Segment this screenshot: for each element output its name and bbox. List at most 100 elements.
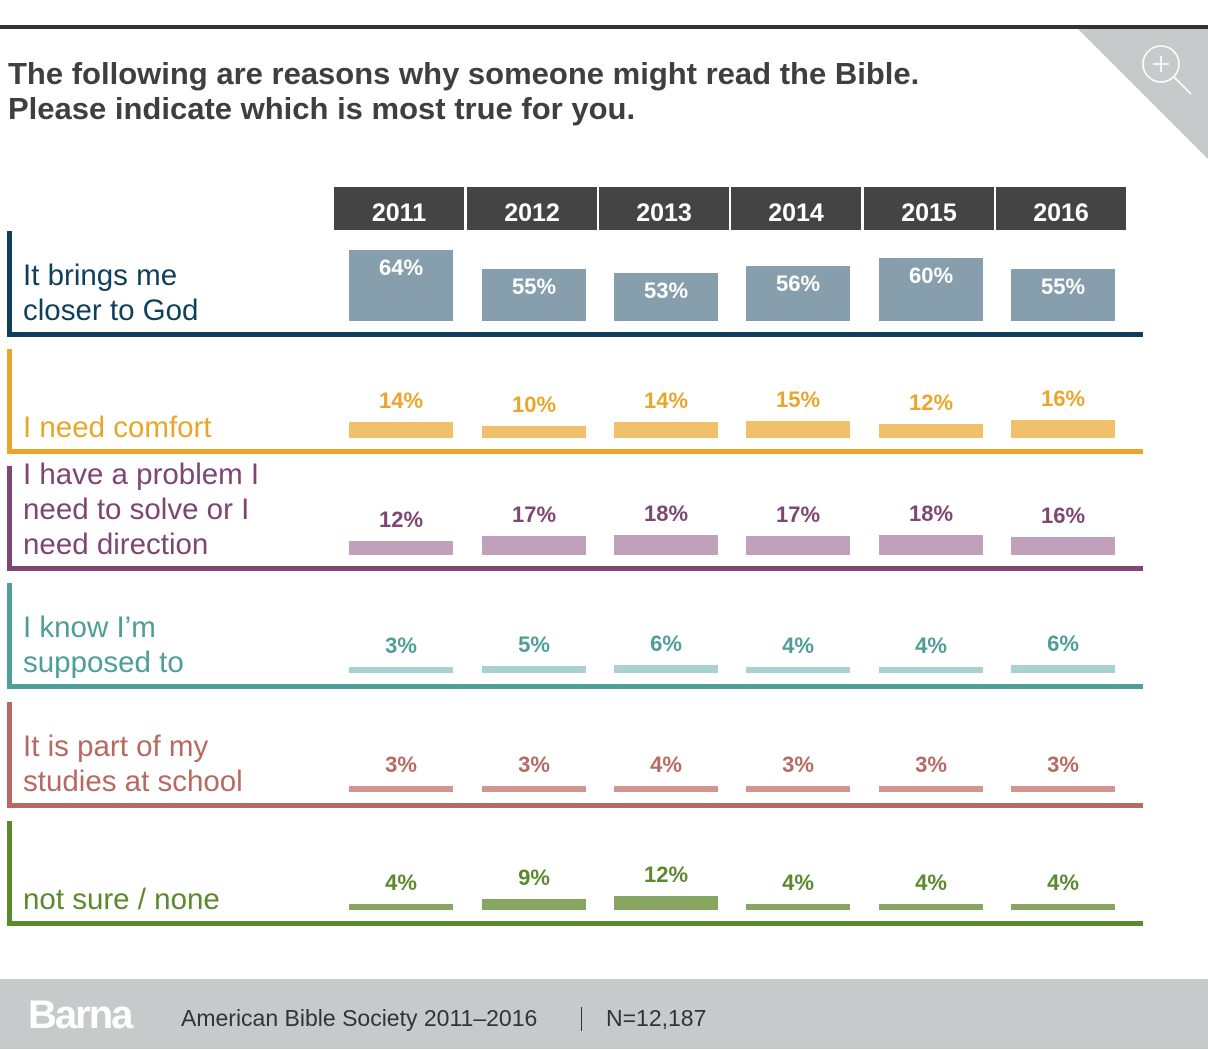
data-label-2014: 15%	[775, 387, 821, 412]
corner-triangle	[1078, 29, 1208, 159]
series-group-4: It is part of my studies at school	[7, 702, 1143, 808]
bar-2016	[1011, 420, 1115, 438]
bar-2011	[349, 667, 453, 673]
bar-2012	[482, 666, 586, 673]
bar-2012	[482, 786, 586, 792]
barna-logo: Barna	[28, 993, 133, 1037]
data-label-2012: 9%	[518, 865, 550, 890]
bar-2015	[879, 424, 983, 438]
bar-2013	[614, 535, 718, 555]
data-label-2013: 53%	[643, 277, 689, 303]
series-group-1: I need comfort	[7, 349, 1143, 454]
data-label-2016: 16%	[1040, 386, 1086, 411]
data-label-2016: 55%	[1040, 273, 1086, 299]
bar-2011	[349, 541, 453, 555]
data-label-2015: 4%	[915, 870, 947, 895]
data-label-2011: 3%	[385, 633, 417, 658]
title-line-2: Please indicate which is most true for y…	[8, 91, 636, 126]
data-label-2014: 17%	[775, 502, 821, 527]
bar-2014	[746, 786, 850, 792]
chart-title: The following are reasons why someone mi…	[8, 56, 1068, 126]
source-text: American Bible Society 2011–2016	[181, 1005, 538, 1031]
series-label-line: studies at school	[23, 765, 243, 798]
year-header-2012: 2012	[467, 187, 597, 230]
bar-2013	[614, 665, 718, 673]
data-label-2013: 14%	[643, 388, 689, 413]
year-header-2016: 2016	[996, 187, 1126, 230]
series-label-line: It brings me	[23, 259, 178, 292]
year-header-2014: 2014	[731, 187, 861, 230]
bar-2012	[482, 899, 586, 910]
data-label-2011: 4%	[385, 870, 417, 895]
bar-2015	[879, 258, 983, 321]
data-label-2016: 3%	[1047, 752, 1079, 777]
data-label-2015: 12%	[908, 390, 954, 415]
series-label: not sure / none	[23, 882, 220, 917]
bar-2013	[614, 272, 718, 321]
series-label: It is part of my studies at school	[23, 729, 243, 799]
bar-2012	[482, 268, 586, 321]
series-group-0: It brings me closer to God	[7, 231, 1143, 337]
data-label-2016: 6%	[1047, 631, 1079, 656]
zoom-corner[interactable]	[1078, 29, 1208, 159]
data-label-2015: 60%	[908, 263, 954, 288]
bar-2015	[879, 535, 983, 555]
series-label-line: supposed to	[23, 646, 184, 679]
data-label-2011: 14%	[378, 388, 424, 413]
data-label-2014: 4%	[782, 633, 814, 658]
bar-2016	[1011, 904, 1115, 910]
bar-2014	[746, 904, 850, 910]
footer: Barna American Bible Society 2011–2016 N…	[0, 979, 1208, 1049]
footer-separator	[581, 1007, 582, 1031]
year-header-2015: 2015	[864, 187, 994, 230]
year-header-2011: 2011	[334, 187, 464, 230]
data-label-2012: 5%	[518, 632, 550, 657]
bar-2015	[879, 667, 983, 673]
series-label: I know I’m supposed to	[23, 610, 184, 680]
data-label-2015: 3%	[915, 752, 947, 777]
bar-2014	[746, 667, 850, 673]
data-label-2011: 64%	[378, 254, 424, 280]
series-label-line: need to solve or I	[23, 493, 250, 526]
bar-2014	[746, 536, 850, 555]
series-label-line: not sure / none	[23, 883, 220, 916]
series-label-line: I have a problem I	[23, 458, 260, 491]
bar-2011	[349, 249, 453, 321]
data-label-2012: 17%	[511, 502, 557, 527]
top-rule	[0, 25, 1208, 29]
series-group-3: I know I’m supposed to	[7, 583, 1143, 689]
data-label-2014: 3%	[782, 752, 814, 777]
series-label: I need comfort	[23, 410, 212, 445]
data-label-2013: 12%	[643, 862, 689, 887]
data-label-2013: 4%	[650, 752, 682, 777]
data-label-2011: 3%	[385, 752, 417, 777]
bar-2011	[349, 422, 453, 438]
data-label-2015: 18%	[908, 501, 954, 526]
bar-2012	[482, 426, 586, 438]
bar-2013	[614, 786, 718, 792]
bar-2012	[482, 536, 586, 555]
bar-2016	[1011, 268, 1115, 321]
data-label-2012: 10%	[511, 392, 557, 417]
data-label-2012: 3%	[518, 752, 550, 777]
data-label-2014: 56%	[775, 271, 821, 297]
zoom-in-icon[interactable]	[1142, 45, 1192, 95]
data-label-2015: 4%	[915, 633, 947, 658]
bar-2011	[349, 786, 453, 792]
bar-2013	[614, 422, 718, 438]
series-label-line: I need comfort	[23, 411, 212, 444]
data-label-2013: 6%	[650, 631, 682, 656]
data-label-2011: 12%	[378, 507, 424, 532]
bar-2011	[349, 904, 453, 910]
series-group-5: not sure / none	[7, 821, 1143, 926]
bar-2015	[879, 904, 983, 910]
series-label: It brings me closer to God	[23, 258, 198, 328]
bar-2016	[1011, 786, 1115, 792]
series-label-line: It is part of my	[23, 730, 209, 763]
data-label-2016: 4%	[1047, 870, 1079, 895]
data-label-2016: 16%	[1040, 503, 1086, 528]
title-line-1: The following are reasons why someone mi…	[8, 56, 920, 91]
bar-2013	[614, 896, 718, 910]
